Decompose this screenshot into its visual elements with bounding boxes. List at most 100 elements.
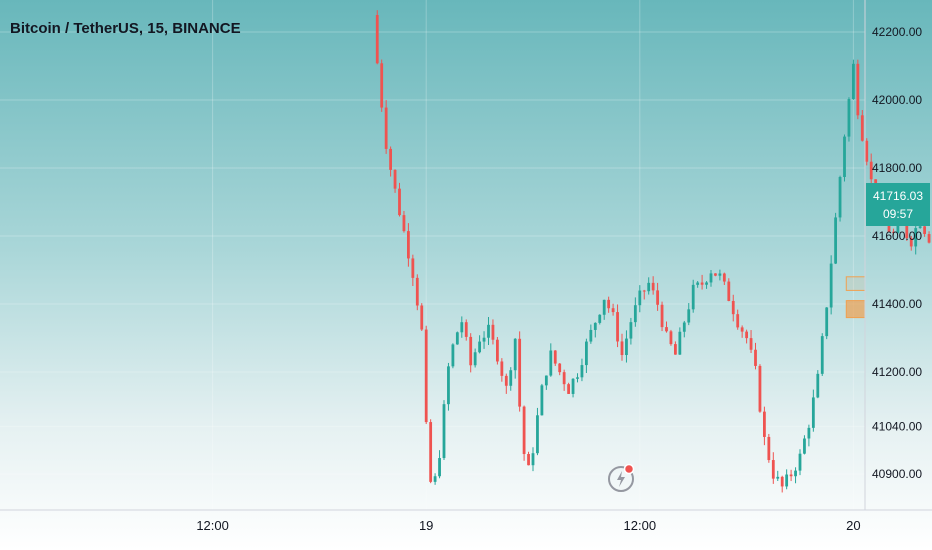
candle [731,294,735,322]
candle [860,110,864,142]
candle [625,330,628,363]
candle [914,223,918,255]
y-tick-label: 42000.00 [872,93,922,107]
y-tick-label: 41400.00 [872,297,922,311]
candle [389,146,392,177]
candle [820,333,824,376]
candle [598,314,602,325]
candle [411,254,415,287]
price-axis: 42200.00 42000.00 41800.00 41600.00 41400.00… [872,25,922,481]
candle [727,278,731,302]
candle [660,301,664,332]
last-price-tag: 41716.03 09:57 [866,183,930,226]
candle [375,10,379,65]
candle [718,269,722,281]
candle [789,469,793,482]
candle [464,319,468,341]
candle [607,296,611,313]
candle [642,289,646,300]
candle [407,223,410,267]
candle [589,324,593,344]
candle [722,272,726,285]
candle [393,169,397,193]
support-zone[interactable] [845,300,866,319]
candle [865,138,869,166]
candle [665,321,668,333]
y-tick-label: 41200.00 [872,365,922,379]
candle [691,279,695,313]
candle [816,370,820,399]
candle [843,134,846,182]
candle [847,97,851,142]
lightning-icon[interactable] [607,463,637,493]
candle [811,389,815,432]
candle [482,331,486,349]
candle [576,373,579,383]
candle [651,276,655,295]
candle [740,325,744,338]
candle [402,210,406,233]
candle [451,343,455,369]
candle [736,309,740,330]
candle [415,274,419,311]
y-tick-label: 41600.00 [872,229,922,243]
candle [656,282,659,311]
horizontal-gridlines [0,31,865,475]
candle [549,343,553,377]
candle [909,235,913,251]
candle [398,182,401,217]
candle [745,329,748,344]
candle [856,59,860,120]
range-zone[interactable] [845,276,866,291]
candle [714,273,717,277]
candle [852,59,855,100]
y-tick-label: 42200.00 [872,25,922,39]
candle [500,358,504,382]
y-tick-label: 40900.00 [872,467,922,481]
x-tick-label: 19 [419,518,433,533]
candle [585,338,588,373]
candles [375,10,931,493]
candle [567,382,570,394]
candle [687,303,691,326]
candle [776,470,780,481]
candle [544,375,548,390]
candle [834,212,837,265]
candle [540,383,544,416]
y-tick-label: 41040.00 [872,419,922,433]
candle [491,319,495,345]
candle [384,100,388,154]
candle [438,450,441,479]
candle [647,277,651,295]
candle [433,473,437,485]
candle [767,433,771,463]
candle [709,269,713,287]
candle [496,336,499,365]
x-tick-label: 12:00 [196,518,229,533]
candle [771,452,775,484]
x-tick-label: 12:00 [624,518,657,533]
candle [674,341,677,355]
candle [447,362,450,411]
candle [754,342,757,370]
candle [522,405,526,461]
candle [469,333,473,373]
candle [825,307,829,340]
candle [758,364,762,413]
candle [527,451,530,466]
candle [763,406,766,446]
candle [682,320,686,338]
candle [504,373,508,394]
candle [869,153,873,187]
candle [700,274,704,290]
candle [442,400,446,461]
x-tick-label: 20 [846,518,860,533]
candle [892,228,895,236]
candle [562,369,566,391]
candle [620,333,624,361]
candle [807,424,811,447]
candle [593,322,597,338]
candle [580,358,584,382]
